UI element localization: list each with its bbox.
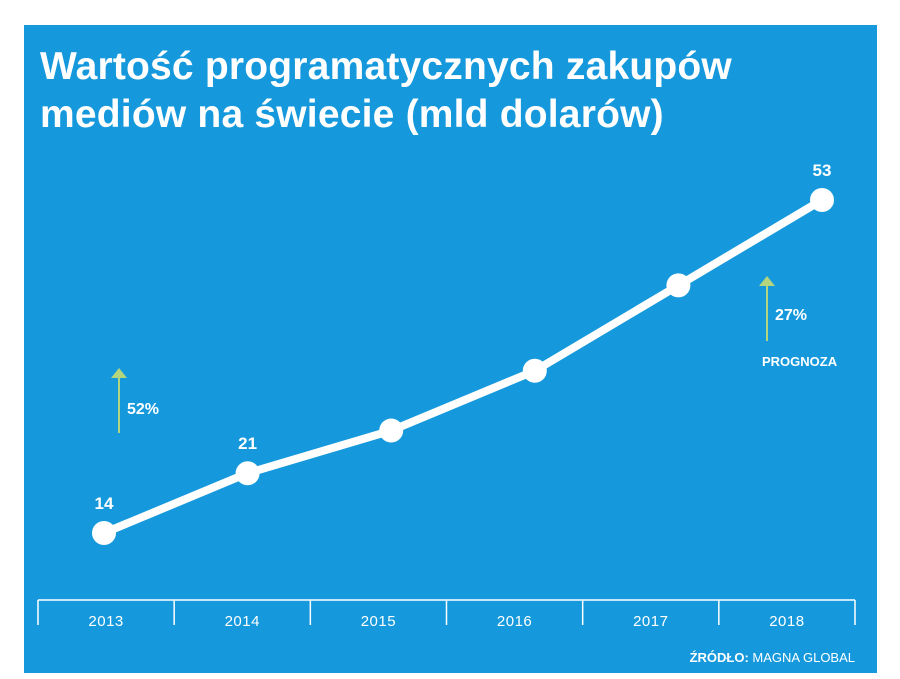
x-tick-label: 2014 (225, 613, 260, 630)
data-label: 21 (238, 434, 257, 453)
source-label: ŹRÓDŁO: (689, 650, 749, 665)
x-tick-label: 2016 (497, 613, 532, 630)
data-point (666, 273, 691, 298)
growth-percent-label: 27% (775, 307, 807, 324)
data-point (92, 521, 116, 545)
x-tick-label: 2018 (769, 613, 804, 630)
chart-title: Wartość programatycznych zakupów mediów … (40, 45, 732, 136)
chart-background (24, 25, 877, 673)
growth-arrow-head (759, 276, 775, 286)
annotations: 52% 27% PROGNOZA (127, 307, 838, 418)
source-value: MAGNA GLOBAL (752, 650, 855, 665)
forecast-label: PROGNOZA (762, 354, 838, 369)
chart-panel: 2013 2014 2015 2016 2017 2018 14 21 53 52% 27% PR… (24, 25, 877, 673)
data-point (379, 418, 404, 443)
data-label: 14 (95, 494, 114, 513)
source-credit: ŹRÓDŁO: MAGNA GLOBAL (690, 650, 855, 666)
data-point (810, 188, 834, 212)
growth-arrow-head (111, 368, 127, 378)
x-axis: 2013 2014 2015 2016 2017 2018 (37, 599, 856, 630)
data-point (522, 358, 547, 383)
series-line-group (92, 188, 834, 545)
data-point (235, 461, 260, 486)
chart-canvas: 2013 2014 2015 2016 2017 2018 14 21 53 52% 27% PR… (24, 25, 877, 673)
x-tick-label: 2015 (361, 613, 396, 630)
data-label: 53 (813, 161, 832, 180)
data-labels: 14 21 53 (95, 161, 832, 513)
growth-arrows (111, 276, 775, 433)
growth-percent-label: 52% (127, 401, 159, 418)
x-tick-label: 2013 (88, 613, 123, 630)
series-line (100, 196, 826, 537)
x-tick-label: 2017 (633, 613, 668, 630)
